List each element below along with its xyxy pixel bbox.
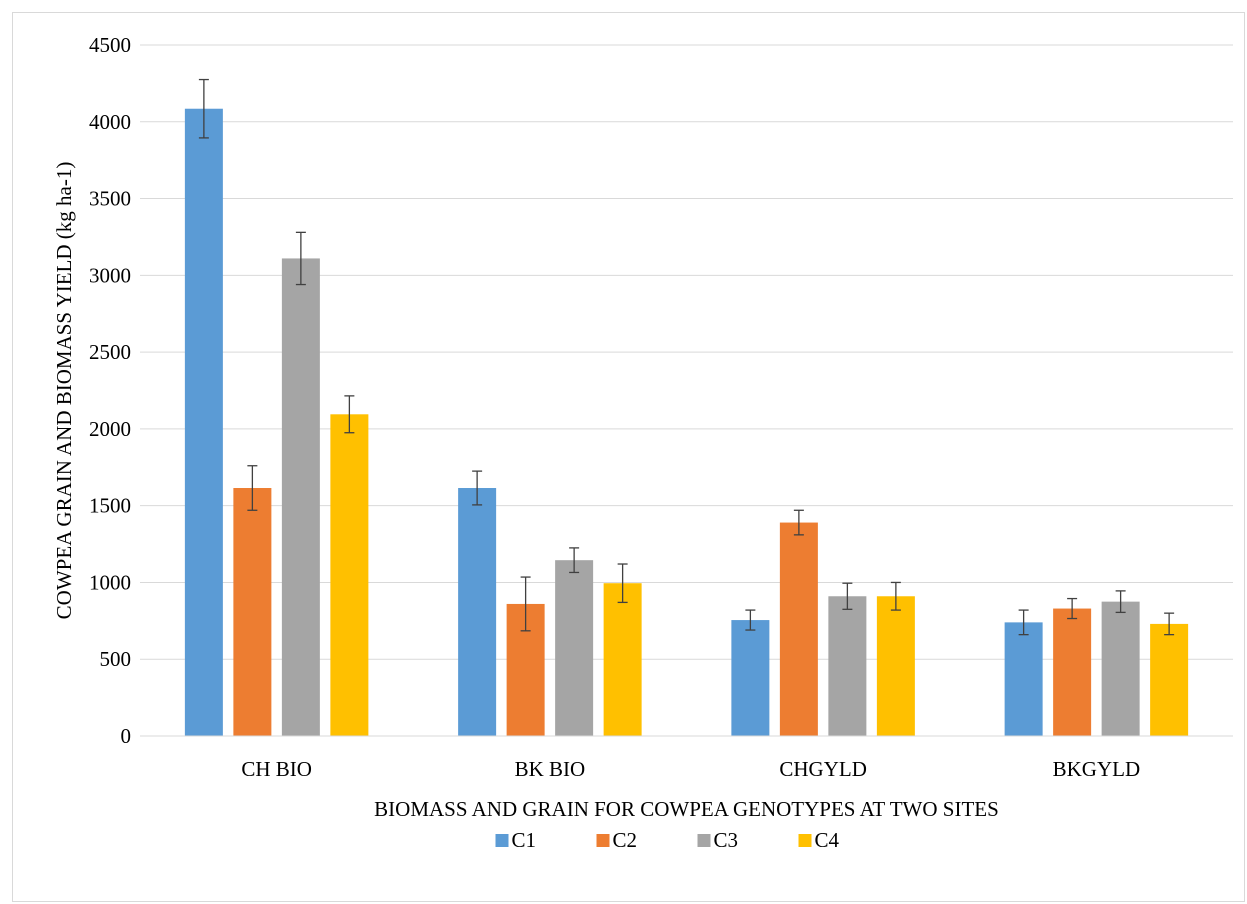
bar-c1-ch-bio xyxy=(184,108,223,736)
x-tick-label: BKGYLD xyxy=(1053,757,1141,781)
bar-c2-chgyld xyxy=(779,522,818,736)
error-bar xyxy=(1018,609,1029,636)
error-bar xyxy=(1115,590,1126,614)
error-bar xyxy=(344,395,355,434)
y-tick-label: 500 xyxy=(100,647,132,671)
gridlines xyxy=(140,44,1233,660)
error-bar xyxy=(617,563,628,604)
legend-swatch-c3 xyxy=(697,834,711,847)
x-tick-label: CH BIO xyxy=(241,757,312,781)
x-axis-title: BIOMASS AND GRAIN FOR COWPEA GENOTYPES A… xyxy=(374,797,999,821)
y-tick-label: 0 xyxy=(121,724,132,748)
legend: C1 C2 C3 C4 xyxy=(495,828,840,852)
error-bar xyxy=(793,509,804,536)
bar-c2-ch-bio xyxy=(233,488,272,736)
bar-c3-bk-bio xyxy=(555,560,594,736)
bar-c4-bkgyld xyxy=(1150,623,1189,736)
y-axis-title: COWPEA GRAIN AND BIOMASS YIELD (kg ha-1) xyxy=(52,162,76,620)
y-tick-label: 3500 xyxy=(89,187,131,211)
bar-c1-chgyld xyxy=(731,620,770,736)
y-axis-ticks: 0 500 1000 1500 2000 2500 3000 3500 4000 4500 xyxy=(89,33,131,748)
legend-label-c4: C4 xyxy=(815,828,840,852)
x-tick-label: BK BIO xyxy=(515,757,586,781)
error-bar xyxy=(247,465,258,511)
legend-swatch-c2 xyxy=(596,834,610,847)
error-bar xyxy=(1164,612,1175,636)
y-tick-label: 4000 xyxy=(89,110,131,134)
legend-label-c1: C1 xyxy=(512,828,537,852)
y-tick-label: 3000 xyxy=(89,263,131,287)
error-bar xyxy=(1067,597,1078,620)
chart-frame: 0 500 1000 1500 2000 2500 3000 3500 4000 4500 CH … xyxy=(12,12,1245,902)
bar-c3-bkgyld xyxy=(1101,601,1140,736)
error-bar xyxy=(745,609,756,631)
bar-c3-chgyld xyxy=(828,596,867,736)
error-bar xyxy=(295,231,306,286)
x-tick-label: CHGYLD xyxy=(779,757,867,781)
bar-c2-bkgyld xyxy=(1053,608,1092,736)
error-bar xyxy=(569,547,580,574)
bar-c4-chgyld xyxy=(876,596,915,736)
y-tick-label: 2000 xyxy=(89,417,131,441)
x-axis-ticks: CH BIO BK BIO CHGYLD BKGYLD xyxy=(241,757,1140,781)
error-bar xyxy=(198,78,209,139)
y-tick-label: 1000 xyxy=(89,570,131,594)
bar-chart: 0 500 1000 1500 2000 2500 3000 3500 4000 4500 CH … xyxy=(52,33,1233,852)
legend-label-c2: C2 xyxy=(613,828,638,852)
y-tick-label: 4500 xyxy=(89,33,131,57)
y-tick-label: 2500 xyxy=(89,340,131,364)
bar-c1-bk-bio xyxy=(458,488,497,736)
error-bars xyxy=(198,78,1175,636)
legend-swatch-c1 xyxy=(495,834,509,847)
bars xyxy=(184,108,1189,736)
legend-label-c3: C3 xyxy=(714,828,739,852)
bar-c4-ch-bio xyxy=(330,414,369,736)
legend-swatch-c4 xyxy=(798,834,812,847)
error-bar xyxy=(890,581,901,611)
bar-c4-bk-bio xyxy=(603,583,642,736)
error-bar xyxy=(842,582,853,610)
y-tick-label: 1500 xyxy=(89,494,131,518)
error-bar xyxy=(472,470,483,506)
error-bar xyxy=(520,576,531,632)
bar-c3-ch-bio xyxy=(281,258,320,736)
bar-c1-bkgyld xyxy=(1004,622,1043,736)
